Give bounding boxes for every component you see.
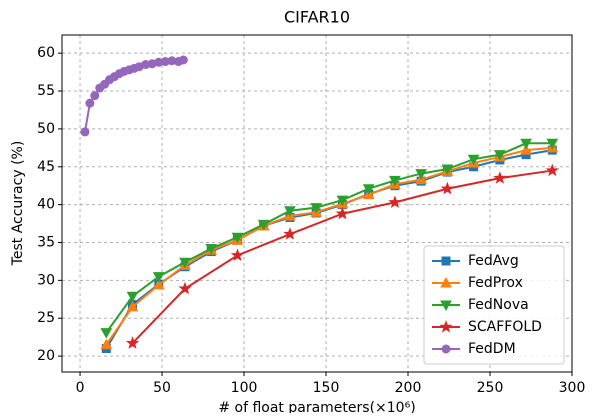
marker: [335, 206, 350, 220]
marker: [283, 227, 297, 240]
marker: [100, 328, 113, 339]
marker: [231, 232, 244, 244]
y-tick-label: 40: [37, 197, 55, 213]
marker: [440, 300, 452, 312]
marker: [178, 281, 192, 295]
marker: [152, 272, 165, 283]
marker: [546, 138, 559, 150]
marker: [388, 195, 402, 208]
chart-title: CIFAR10: [284, 8, 350, 27]
marker: [493, 171, 507, 184]
marker: [310, 203, 323, 214]
marker: [520, 144, 532, 155]
x-tick-label: 100: [231, 380, 258, 396]
marker: [125, 336, 140, 349]
marker: [152, 278, 165, 290]
y-tick-label: 20: [37, 348, 55, 364]
x-tick-label: 50: [153, 380, 171, 396]
y-tick-label: 60: [37, 45, 55, 61]
x-tick-label: 300: [559, 380, 586, 396]
marker: [520, 138, 532, 150]
y-axis-label: Test Accuracy (%): [10, 141, 26, 267]
x-tick-label: 0: [76, 380, 85, 396]
legend-label: SCAFFOLD: [468, 319, 542, 335]
marker: [362, 184, 375, 195]
plot-frame: [61, 34, 573, 373]
y-tick-label: 30: [37, 272, 55, 288]
marker: [85, 98, 95, 108]
marker: [545, 163, 559, 177]
marker: [440, 181, 454, 195]
y-tick-label: 50: [37, 121, 55, 137]
x-tick-label: 150: [313, 380, 340, 396]
marker: [389, 175, 401, 187]
marker: [441, 256, 451, 266]
marker: [90, 91, 100, 101]
marker: [179, 257, 191, 269]
y-tick-label: 55: [37, 83, 55, 99]
x-axis-label: # of float parameters(×10⁶): [218, 400, 415, 413]
marker: [336, 195, 349, 207]
marker: [205, 244, 218, 255]
legend-label: FedProx: [468, 275, 523, 291]
marker: [284, 206, 296, 217]
marker: [80, 127, 90, 137]
marker: [257, 219, 270, 231]
x-tick-label: 250: [477, 380, 504, 396]
marker: [493, 150, 506, 161]
marker: [439, 320, 453, 333]
y-tick-label: 25: [37, 310, 55, 326]
marker: [440, 276, 452, 288]
legend-label: FedAvg: [468, 253, 519, 269]
marker: [230, 248, 245, 261]
marker: [126, 291, 139, 303]
marker: [126, 300, 139, 312]
y-tick-label: 35: [37, 235, 55, 251]
x-tick-label: 200: [395, 380, 422, 396]
marker: [100, 338, 113, 350]
legend-label: FedDM: [468, 341, 516, 357]
marker: [415, 169, 427, 180]
marker: [467, 154, 480, 166]
marker: [441, 164, 454, 176]
marker: [178, 55, 188, 65]
legend-label: FedNova: [468, 297, 529, 313]
marker: [441, 344, 451, 354]
y-tick-label: 45: [37, 159, 55, 175]
legend-frame: [423, 245, 565, 365]
series-line: [105, 142, 553, 334]
